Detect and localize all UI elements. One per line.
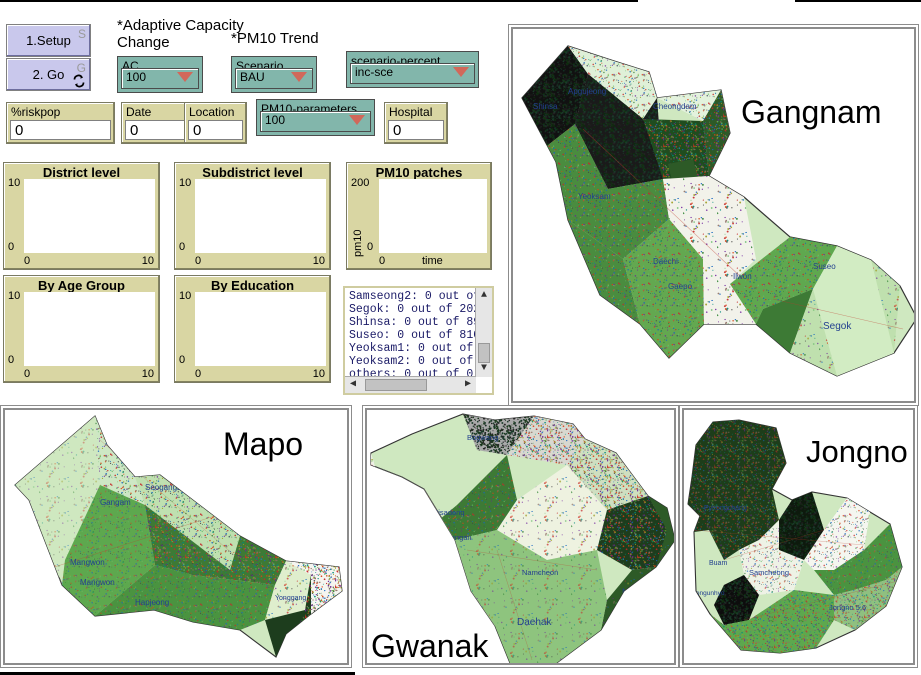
svg-text:Cheongdam: Cheongdam [653, 102, 697, 111]
svg-text:Daechi: Daechi [653, 257, 678, 266]
svg-text:Gaepo: Gaepo [668, 282, 693, 291]
svg-text:Mangwon: Mangwon [70, 558, 105, 567]
svg-text:Hapjeong: Hapjeong [135, 598, 169, 607]
svg-text:Ilwon: Ilwon [733, 272, 752, 281]
svg-text:Namcheon: Namcheon [522, 568, 558, 577]
svg-text:Buam: Buam [709, 560, 727, 567]
svg-text:Jongno 5,6: Jongno 5,6 [829, 603, 866, 612]
svg-text:Yeoksam: Yeoksam [578, 192, 611, 201]
svg-text:Samcheong: Samcheong [749, 568, 789, 577]
svg-text:Suseo: Suseo [813, 262, 836, 271]
svg-text:Apgujeong: Apgujeong [568, 87, 606, 96]
svg-text:Gangam: Gangam [100, 498, 131, 507]
svg-text:Yonggang: Yonggang [275, 595, 306, 602]
svg-text:Mangwon: Mangwon [80, 578, 115, 587]
svg-text:Segok: Segok [823, 321, 852, 332]
svg-text:Pyeongchang: Pyeongchang [704, 505, 747, 512]
svg-text:Bogwang: Bogwang [467, 433, 498, 442]
svg-text:Shinsa: Shinsa [533, 102, 558, 111]
svg-text:Daehak: Daehak [517, 617, 552, 628]
